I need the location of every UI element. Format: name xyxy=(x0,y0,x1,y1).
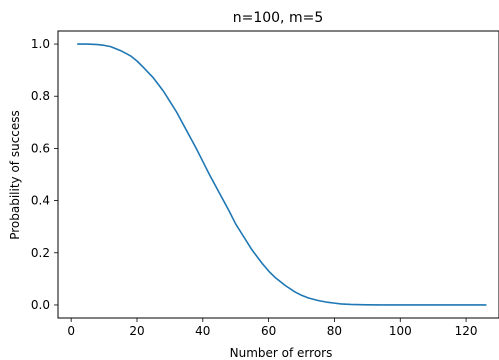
x-tick-label: 100 xyxy=(389,324,412,338)
y-axis-label: Probability of success xyxy=(8,110,22,240)
y-tick-label: 0.0 xyxy=(31,298,50,312)
x-axis: 0 20 40 60 80 100 120 xyxy=(67,318,478,338)
x-tick-label: 60 xyxy=(261,324,276,338)
series-line xyxy=(76,43,487,306)
x-tick-label: 80 xyxy=(327,324,342,338)
y-tick-label: 0.6 xyxy=(31,141,50,155)
y-tick-label: 1.0 xyxy=(31,37,50,51)
plot-frame xyxy=(57,30,499,319)
x-tick-label: 20 xyxy=(129,324,144,338)
x-axis-label: Number of errors xyxy=(230,346,333,360)
x-tick-label: 40 xyxy=(195,324,210,338)
chart-title: n=100, m=5 xyxy=(233,10,324,26)
y-tick-label: 0.2 xyxy=(31,246,50,260)
y-tick-label: 0.4 xyxy=(31,194,50,208)
y-axis: 0.0 0.2 0.4 0.6 0.8 1.0 xyxy=(31,37,58,312)
x-tick-label: 120 xyxy=(455,324,478,338)
y-tick-label: 0.8 xyxy=(31,89,50,103)
x-tick-label: 0 xyxy=(67,324,75,338)
